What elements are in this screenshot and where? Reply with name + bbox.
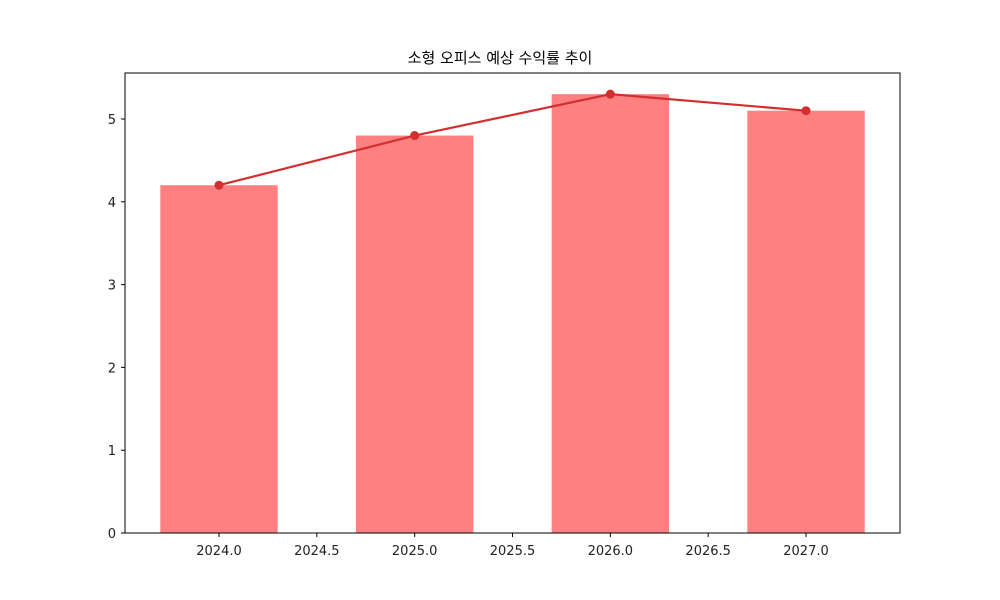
y-tick-label: 0: [108, 527, 116, 542]
x-tick-label: 2026.0: [588, 544, 634, 559]
bar-2024: [160, 185, 278, 534]
x-tick-label: 2025.5: [490, 544, 536, 559]
x-tick-label: 2025.0: [392, 544, 438, 559]
y-tick-label: 3: [108, 279, 116, 294]
point-2027: [801, 106, 811, 116]
bar-2026: [551, 94, 670, 533]
trend-line: [218, 93, 807, 187]
y-tick-label: 2: [108, 361, 116, 376]
x-tick-label: 2027.0: [783, 544, 829, 559]
x-tick-label: 2026.5: [685, 544, 731, 559]
chart-title: 소형 오피스 예상 수익률 추이: [407, 49, 593, 67]
y-tick-label: 5: [108, 113, 116, 128]
point-2024: [214, 180, 224, 190]
bar-2027: [747, 110, 865, 533]
x-tick-label: 2024.5: [294, 544, 340, 559]
point-2025: [410, 131, 420, 141]
point-2026: [605, 89, 615, 99]
x-tick-label: 2024.0: [196, 544, 242, 559]
y-tick-label: 1: [108, 444, 116, 459]
bar-2025: [355, 135, 474, 533]
y-tick-label: 4: [108, 196, 116, 211]
